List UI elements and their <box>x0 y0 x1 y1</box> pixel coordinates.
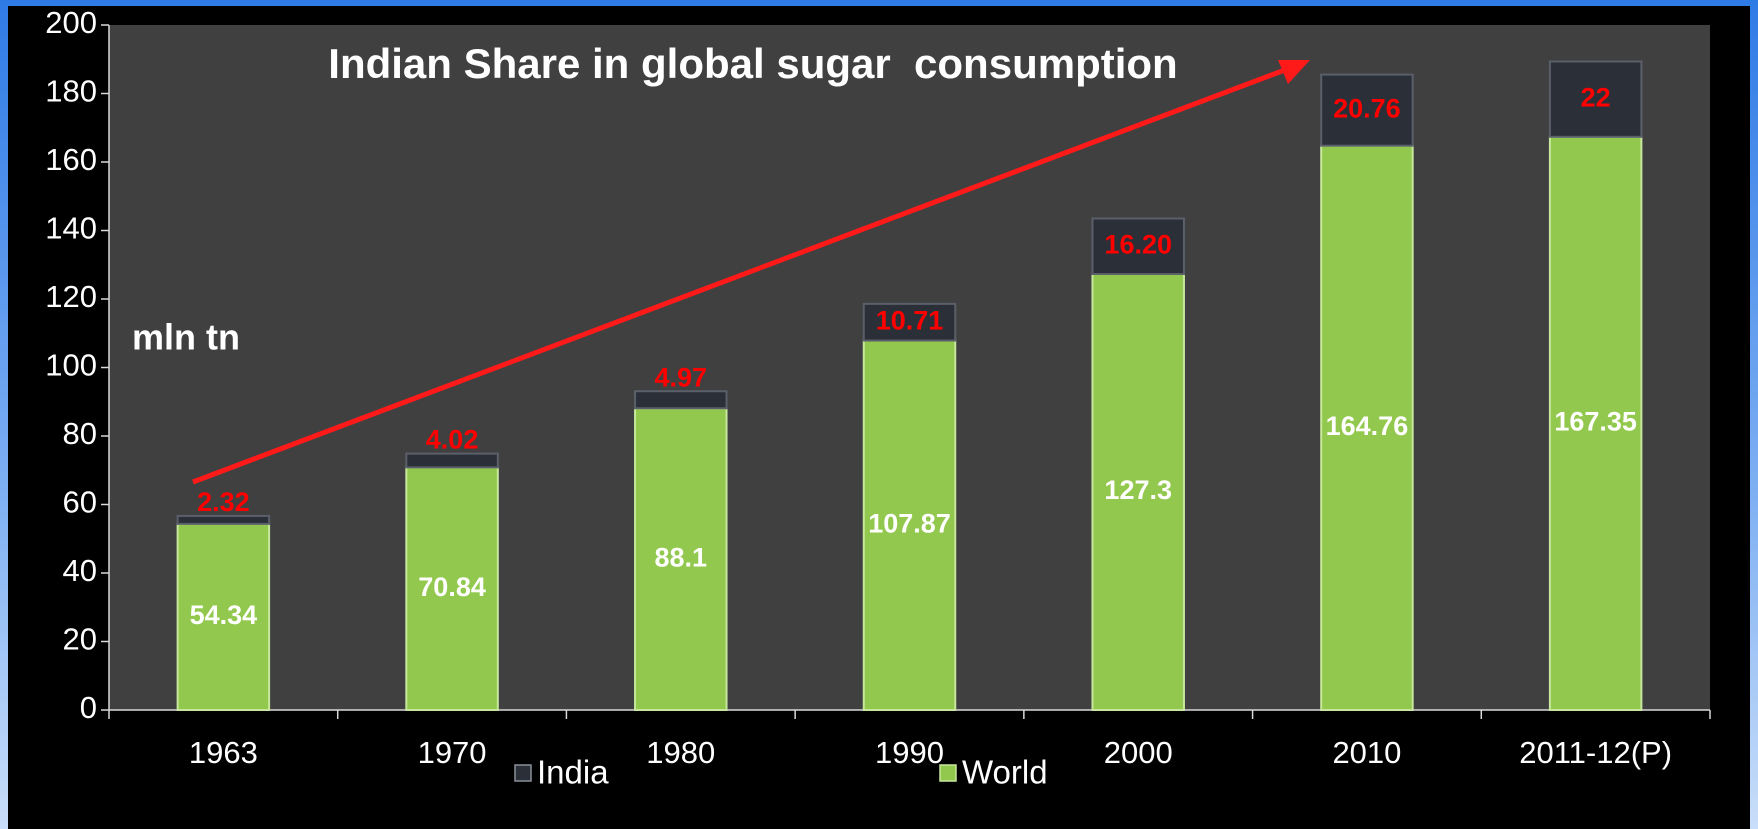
data-label: 70.84 <box>418 572 486 602</box>
legend-label: India <box>537 754 609 791</box>
chart-title: Indian Share in global sugar consumption <box>328 40 1177 87</box>
data-label: 88.1 <box>655 542 708 572</box>
y-tick-label: 120 <box>45 279 97 314</box>
y-tick-label: 40 <box>63 553 97 588</box>
legend-label: World <box>962 754 1048 791</box>
x-tick-label: 1970 <box>418 735 487 770</box>
x-tick-label: 1963 <box>189 735 258 770</box>
data-label: 20.76 <box>1333 93 1401 123</box>
data-label: 167.35 <box>1554 407 1637 437</box>
unit-annotation: mln tn <box>132 317 240 358</box>
data-label: 10.71 <box>876 305 944 335</box>
data-label: 127.3 <box>1104 475 1172 505</box>
x-tick-label: 1980 <box>646 735 715 770</box>
data-label: 107.87 <box>868 508 951 538</box>
bar-segment <box>862 339 957 711</box>
y-tick-label: 160 <box>45 142 97 177</box>
y-tick-label: 200 <box>45 5 97 40</box>
bar-segment <box>1091 217 1185 275</box>
y-tick-label: 20 <box>63 622 97 657</box>
bar-segment <box>176 522 271 711</box>
bar-segment <box>405 466 499 711</box>
bar-segment <box>1320 144 1414 711</box>
x-tick-label: 2010 <box>1332 735 1401 770</box>
data-label: 4.02 <box>426 425 479 455</box>
data-label: 4.97 <box>655 362 708 392</box>
y-tick-label: 0 <box>80 690 97 725</box>
x-tick-label: 1990 <box>875 735 944 770</box>
y-tick-label: 60 <box>63 485 97 520</box>
y-tick-label: 80 <box>63 416 97 451</box>
bar-segment <box>176 514 271 525</box>
x-tick-label: 2000 <box>1104 735 1173 770</box>
bar-segment <box>862 302 957 342</box>
bar-segment <box>405 452 499 469</box>
data-label: 16.20 <box>1104 229 1172 259</box>
data-label: 54.34 <box>190 600 258 630</box>
x-tick-label: 2011-12(P) <box>1519 735 1672 770</box>
bar-segment <box>634 390 728 410</box>
bar-segment <box>1548 135 1643 712</box>
trend-arrow <box>192 65 1291 485</box>
data-label: 164.76 <box>1326 411 1409 441</box>
bar-segment <box>1320 73 1414 147</box>
data-label: 2.32 <box>197 487 250 517</box>
y-tick-label: 180 <box>45 74 97 109</box>
bar-segment <box>1091 272 1185 711</box>
legend-swatch <box>939 764 957 782</box>
legend-swatch <box>514 764 532 782</box>
data-label: 22 <box>1581 82 1611 112</box>
bar-segment <box>634 407 728 711</box>
y-tick-label: 100 <box>45 348 97 383</box>
trend-arrow-head <box>1278 60 1310 84</box>
y-tick-label: 140 <box>45 211 97 246</box>
bar-segment <box>1548 60 1643 138</box>
